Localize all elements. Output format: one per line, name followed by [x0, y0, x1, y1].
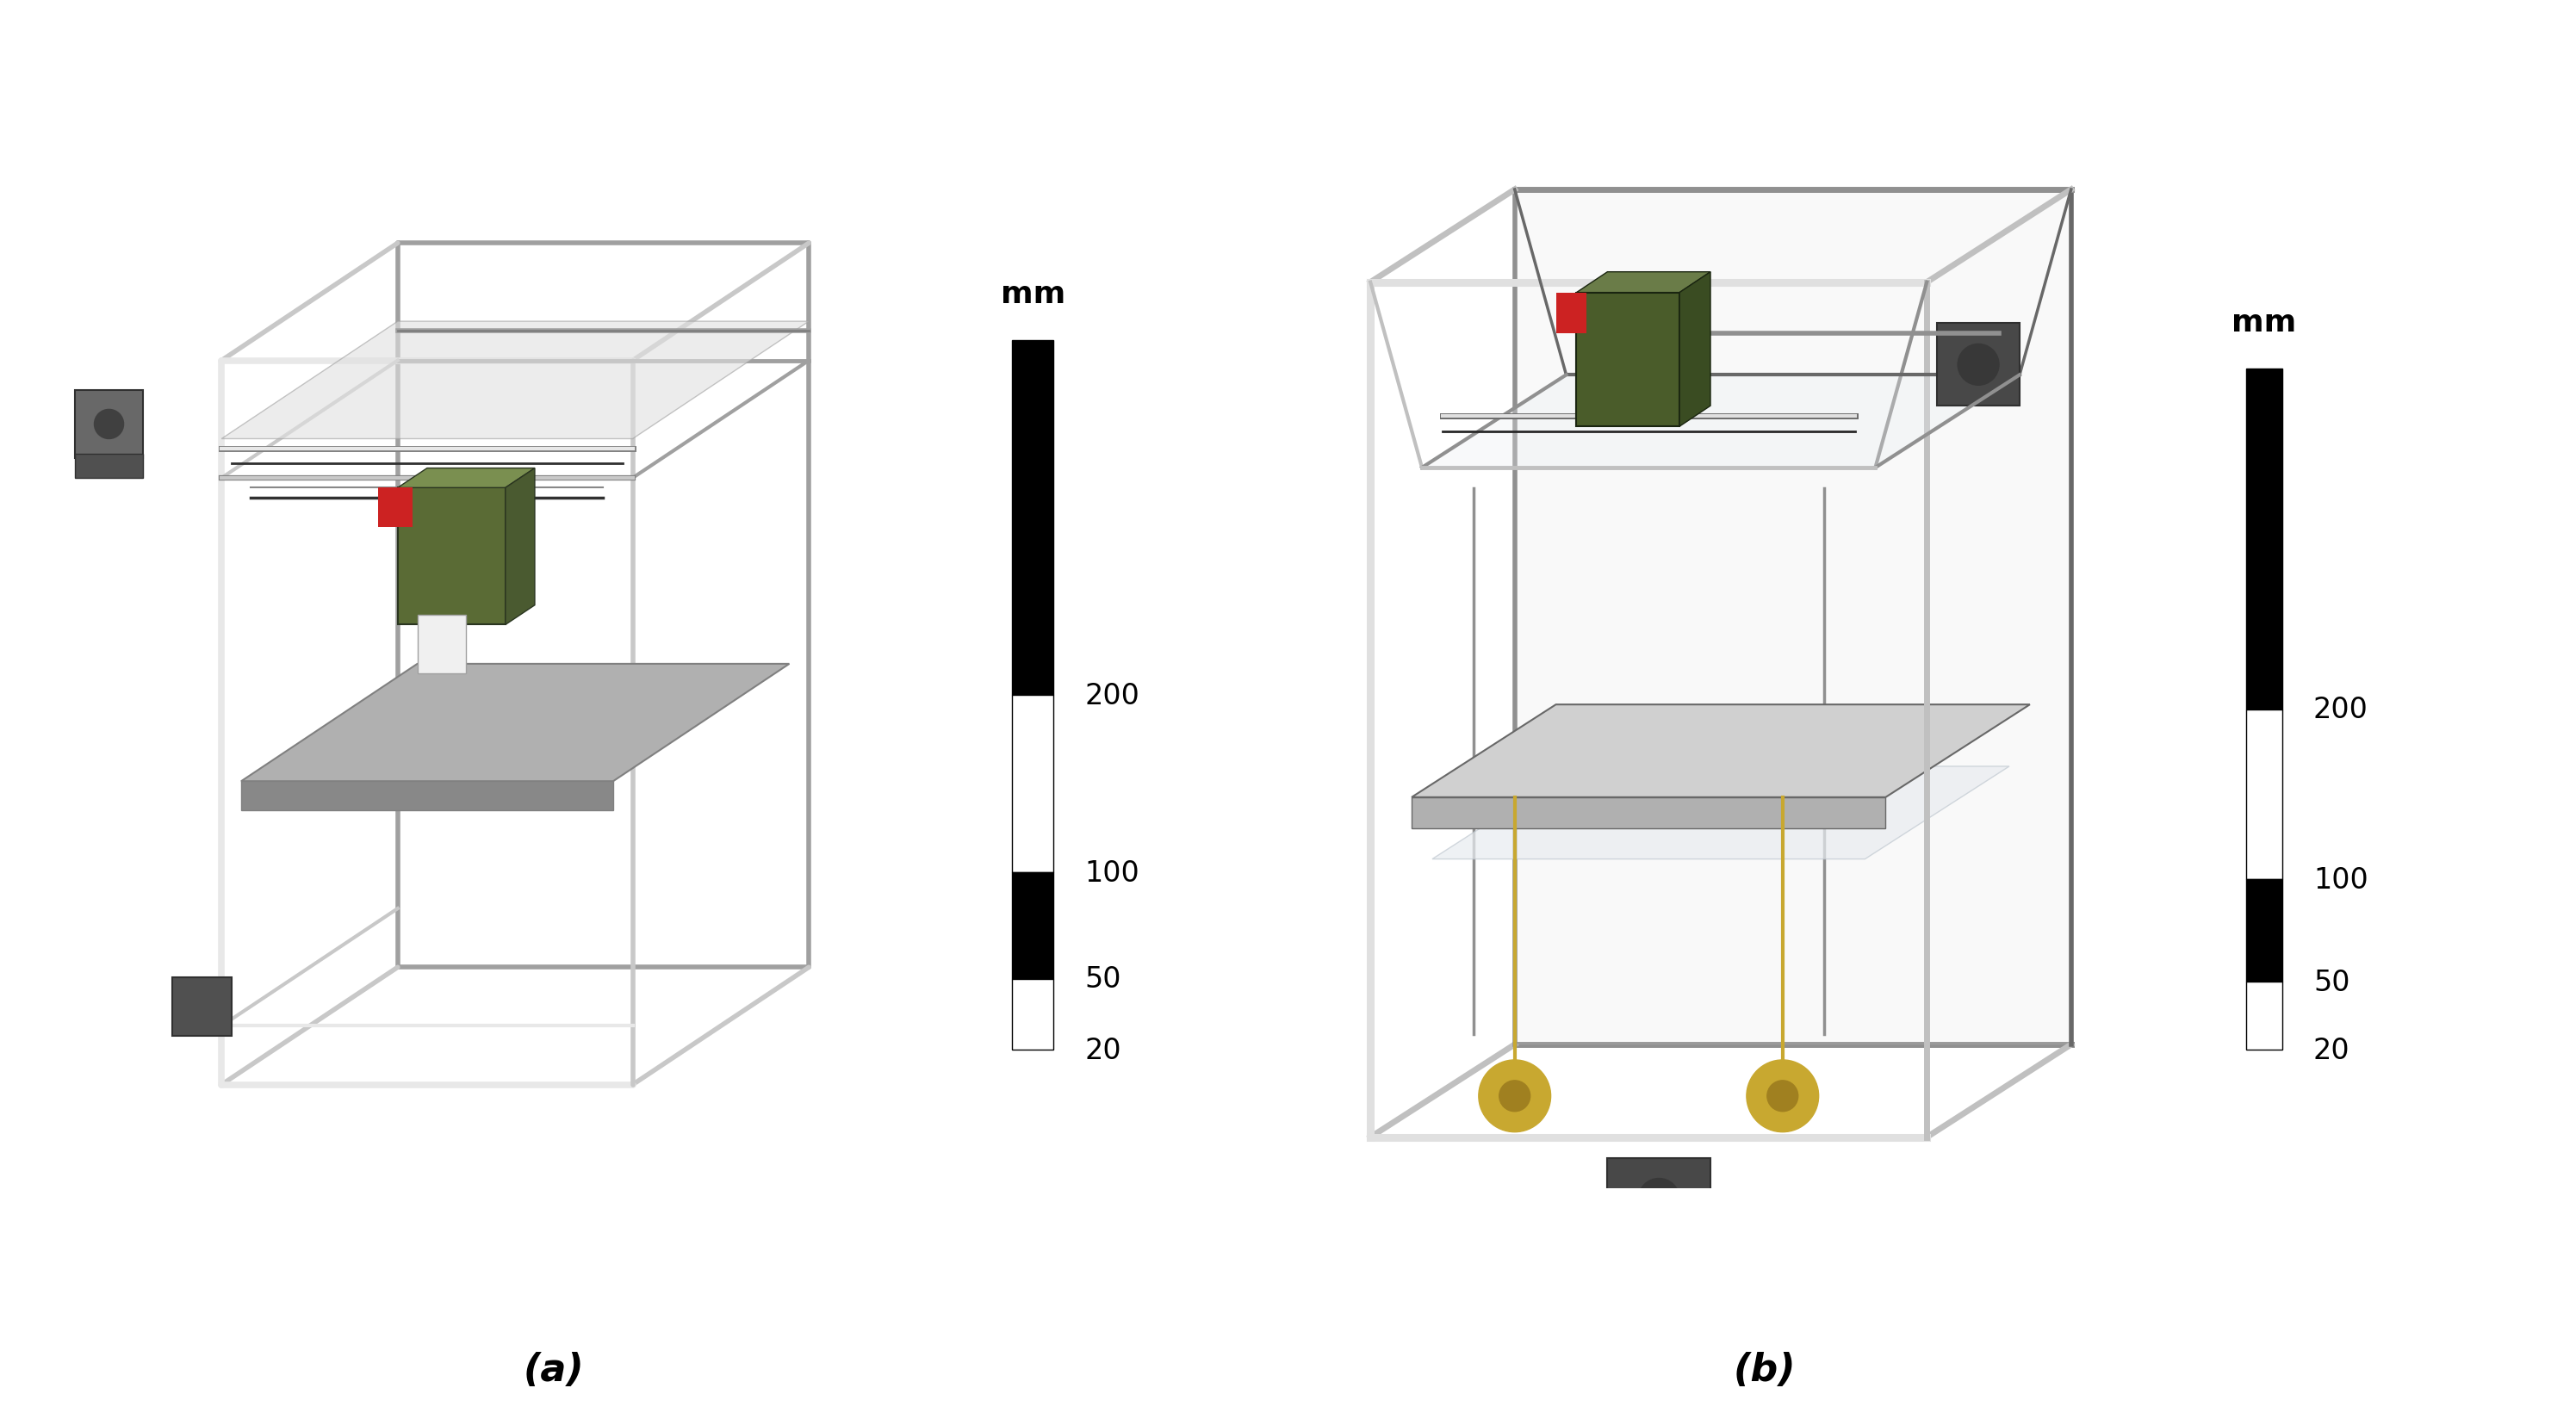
Circle shape [1638, 1179, 1680, 1220]
Circle shape [95, 410, 124, 440]
Bar [1577, 294, 1680, 427]
Text: 200: 200 [2313, 695, 2367, 724]
Polygon shape [1412, 797, 1886, 829]
Bar [173, 978, 232, 1036]
Text: (a): (a) [523, 1351, 585, 1388]
Text: 50: 50 [2313, 968, 2349, 996]
Bar [1607, 1158, 1710, 1240]
Polygon shape [1432, 766, 2009, 860]
Bar [2246, 710, 2282, 880]
Bar [1937, 324, 2020, 406]
Circle shape [1958, 345, 1999, 386]
Bar [1618, 1225, 1700, 1250]
Polygon shape [242, 664, 788, 782]
Text: 200: 200 [1084, 681, 1139, 710]
Circle shape [1767, 1081, 1798, 1111]
Bar [2246, 369, 2282, 710]
Text: 20: 20 [1084, 1036, 1121, 1064]
Polygon shape [397, 468, 536, 488]
Bar [1012, 341, 1054, 695]
Polygon shape [1412, 705, 2030, 797]
Polygon shape [505, 468, 536, 626]
Bar [1012, 695, 1054, 873]
Circle shape [1499, 1081, 1530, 1111]
Text: (b): (b) [1734, 1351, 1795, 1388]
Text: 100: 100 [2313, 866, 2367, 894]
Bar [2246, 982, 2282, 1050]
Polygon shape [242, 782, 613, 810]
Bar [397, 488, 505, 626]
Bar [2246, 880, 2282, 982]
Polygon shape [1680, 272, 1710, 427]
Text: 20: 20 [2313, 1036, 2349, 1064]
Bar [75, 454, 144, 478]
Polygon shape [1577, 272, 1710, 294]
Polygon shape [1422, 376, 2020, 468]
Bar [417, 616, 466, 674]
Bar [1012, 979, 1054, 1050]
Text: mm: mm [2231, 308, 2298, 338]
Polygon shape [222, 322, 809, 440]
Bar [1556, 294, 1587, 335]
Text: 100: 100 [1084, 858, 1139, 887]
Text: 50: 50 [1084, 965, 1121, 993]
Bar [379, 488, 412, 528]
Circle shape [1479, 1060, 1551, 1132]
Bar [75, 390, 144, 458]
Text: mm: mm [999, 280, 1066, 309]
Polygon shape [1515, 190, 2071, 1044]
Circle shape [1747, 1060, 1819, 1132]
Bar [1012, 873, 1054, 979]
